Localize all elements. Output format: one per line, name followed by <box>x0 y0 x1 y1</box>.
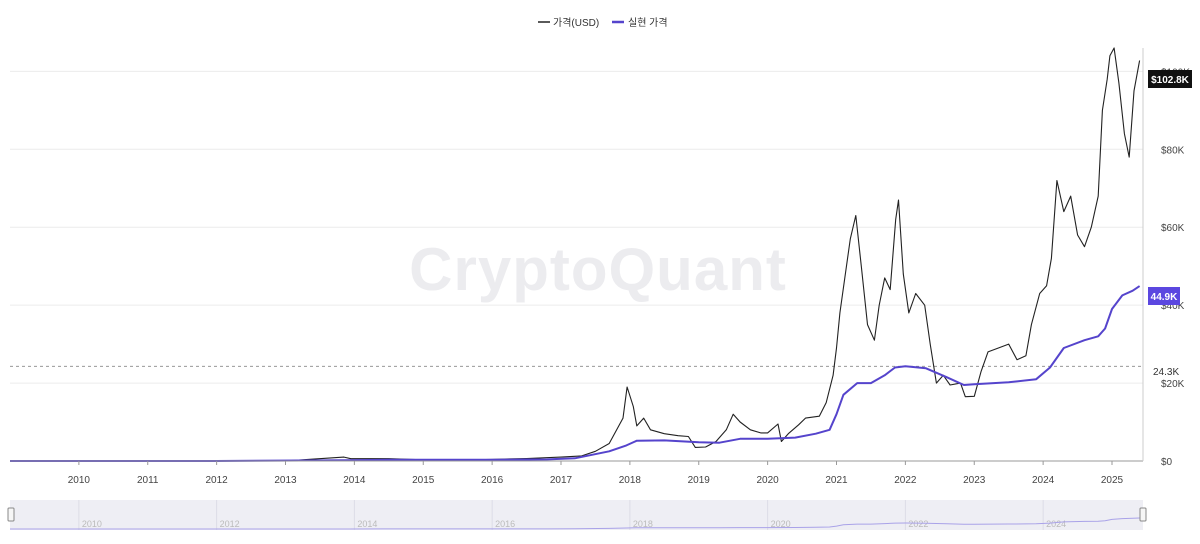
x-tick-label: 2019 <box>688 475 711 486</box>
x-tick-label: 2011 <box>137 475 159 486</box>
x-tick-label: 2013 <box>274 475 297 486</box>
realized-badge-bg <box>1148 287 1180 305</box>
price-badge-bg <box>1148 70 1192 88</box>
grid <box>10 70 1143 384</box>
realized-badge: 44.9K <box>1148 287 1180 305</box>
navigator-tick-label: 2012 <box>220 519 240 529</box>
legend-realized-label[interactable]: 실현 가격 <box>628 16 668 29</box>
navigator-tick-label: 2010 <box>82 519 102 529</box>
x-tick-label: 2024 <box>1032 475 1055 486</box>
y-tick-label: $20K <box>1161 379 1185 390</box>
navigator-bg <box>10 500 1143 530</box>
x-tick-label: 2018 <box>619 475 642 486</box>
navigator-tick-label: 2016 <box>495 519 515 529</box>
legend[interactable]: 가격(USD) 실현 가격 <box>538 16 668 29</box>
series-layer <box>10 47 1141 462</box>
y-tick-label: $60K <box>1161 223 1185 234</box>
x-tick-label: 2016 <box>481 475 504 486</box>
realized-badge-text: 44.9K <box>1151 292 1178 303</box>
legend-price-label[interactable]: 가격(USD) <box>553 16 599 29</box>
price-badge-text: $102.8K <box>1151 75 1190 86</box>
realized-price-series-line <box>10 285 1141 462</box>
y-tick-label: $80K <box>1161 145 1185 156</box>
y-axis: $0$20K$40K$60K$80K$100K <box>1142 48 1190 468</box>
navigator-series-line <box>10 517 1140 530</box>
y-tick-label: $0 <box>1161 457 1173 468</box>
x-axis: 2010 2011 2012 2013 2014 2015 2016 2017 2018 2019… <box>10 460 1143 486</box>
x-tick-label: 2010 <box>68 475 91 486</box>
navigator-left-handle[interactable] <box>7 507 15 522</box>
navigator-tick-label: 2022 <box>908 519 928 529</box>
navigator-tick-label: 2020 <box>771 519 791 529</box>
x-tick-label: 2017 <box>550 475 573 486</box>
navigator-tick-label: 2014 <box>357 519 377 529</box>
price-badge: $102.8K <box>1148 70 1192 88</box>
navigator[interactable]: 2010 2012 2014 2016 2018 2020 2022 2024 <box>7 500 1147 530</box>
navigator-content: 2010 2012 2014 2016 2018 2020 2022 2024 <box>10 500 1140 530</box>
x-tick-label: 2023 <box>963 475 986 486</box>
navigator-tick-label: 2024 <box>1046 519 1066 529</box>
reference-badge: 24.3K <box>1153 367 1179 378</box>
watermark: CryptoQuant <box>409 236 787 303</box>
x-tick-label: 2020 <box>757 475 780 486</box>
x-tick-label: 2015 <box>412 475 435 486</box>
navigator-tick-label: 2018 <box>633 519 653 529</box>
x-tick-label: 2025 <box>1101 475 1124 486</box>
reference-badge-text: 24.3K <box>1153 367 1179 378</box>
price-series-line <box>10 47 1141 462</box>
navigator-right-handle[interactable] <box>1139 507 1147 522</box>
x-tick-label: 2014 <box>343 475 366 486</box>
x-tick-label: 2022 <box>894 475 917 486</box>
x-tick-label: 2021 <box>825 475 848 486</box>
y-tick-label: $40K <box>1161 301 1185 312</box>
x-tick-label: 2012 <box>206 475 229 486</box>
